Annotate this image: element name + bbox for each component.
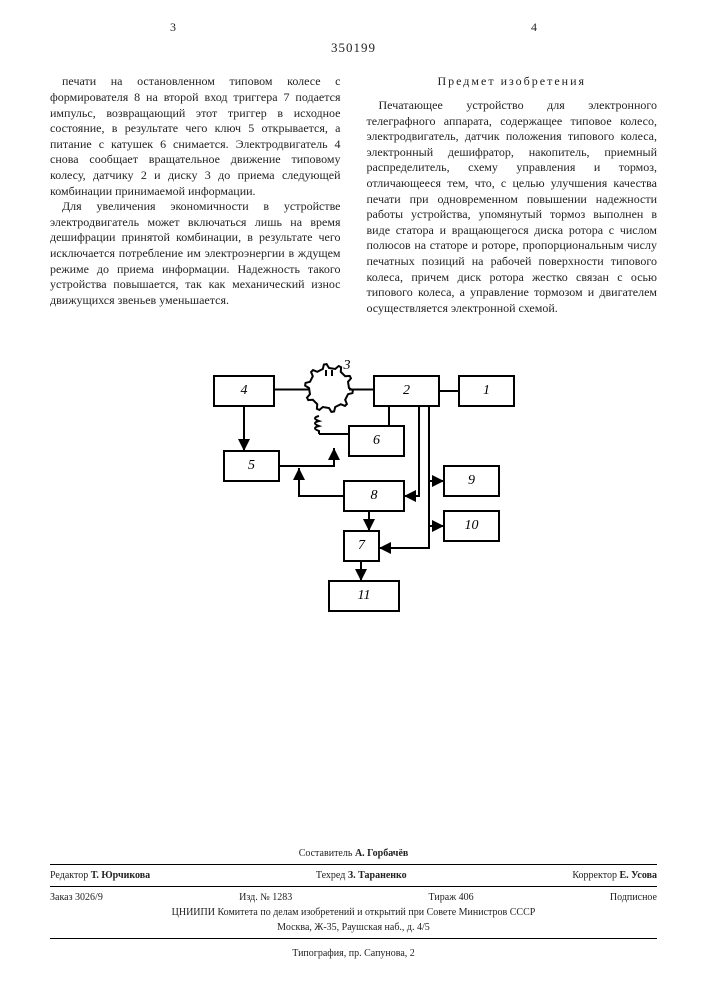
page-number-left: 3 bbox=[170, 20, 176, 36]
svg-text:10: 10 bbox=[464, 519, 478, 534]
tech-name: З. Тараненко bbox=[348, 870, 407, 881]
izd-label: Изд. № bbox=[239, 892, 270, 903]
editor-name: Т. Юрчикова bbox=[91, 870, 150, 881]
order-value: 3026/9 bbox=[75, 892, 103, 903]
page-number-right: 4 bbox=[531, 20, 537, 36]
order-label: Заказ bbox=[50, 892, 73, 903]
svg-text:9: 9 bbox=[468, 474, 475, 489]
subject-heading: Предмет изобретения bbox=[367, 74, 658, 90]
tech-label: Техред bbox=[316, 870, 345, 881]
patent-number: 350199 bbox=[50, 40, 657, 57]
left-paragraph-1: печати на остановленном типовом колесе с… bbox=[50, 74, 341, 199]
svg-text:2: 2 bbox=[403, 384, 410, 399]
composer-name: А. Горбачёв bbox=[355, 848, 408, 859]
svg-text:8: 8 bbox=[370, 489, 377, 504]
svg-text:7: 7 bbox=[358, 539, 366, 554]
left-paragraph-2: Для увеличения экономичности в устройств… bbox=[50, 199, 341, 308]
right-column: Предмет изобретения Печатающее устройств… bbox=[367, 74, 658, 316]
divider bbox=[50, 864, 657, 865]
corr-label: Корректор bbox=[572, 870, 617, 881]
tirage-label: Тираж bbox=[429, 892, 457, 903]
footer: Составитель А. Горбачёв Редактор Т. Юрчи… bbox=[50, 847, 657, 960]
org-line-1: ЦНИИПИ Комитета по делам изобретений и о… bbox=[50, 906, 657, 919]
tirage-value: 406 bbox=[459, 892, 474, 903]
block-diagram: 1 2 3 4 5 6 8 9 10 7 11 bbox=[179, 356, 529, 626]
subscription: Подписное bbox=[610, 891, 657, 904]
svg-text:5: 5 bbox=[248, 459, 255, 474]
org-line-2: Москва, Ж-35, Раушская наб., д. 4/5 bbox=[50, 921, 657, 934]
svg-text:1: 1 bbox=[483, 384, 490, 399]
divider bbox=[50, 938, 657, 939]
izd-value: 1283 bbox=[272, 892, 292, 903]
composer-label: Составитель bbox=[299, 848, 353, 859]
divider bbox=[50, 886, 657, 887]
svg-text:11: 11 bbox=[357, 589, 370, 604]
svg-text:3: 3 bbox=[342, 359, 350, 374]
svg-text:4: 4 bbox=[240, 384, 247, 399]
right-paragraph-1: Печатающее устройство для электронного т… bbox=[367, 98, 658, 316]
typography-line: Типография, пр. Сапунова, 2 bbox=[50, 947, 657, 960]
left-column: печати на остановленном типовом колесе с… bbox=[50, 74, 341, 316]
svg-text:6: 6 bbox=[373, 434, 380, 449]
corr-name: Е. Усова bbox=[619, 870, 657, 881]
editor-label: Редактор bbox=[50, 870, 88, 881]
